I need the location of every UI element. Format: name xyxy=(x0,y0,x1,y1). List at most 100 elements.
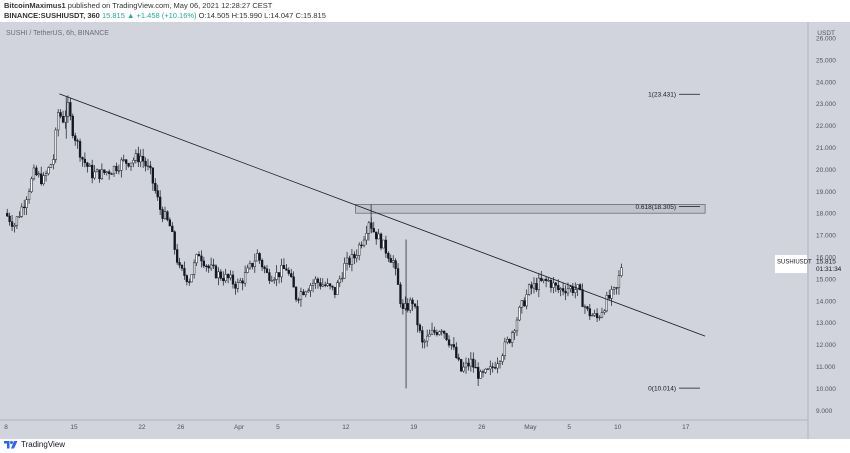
candle-up xyxy=(496,363,499,369)
candle-down xyxy=(474,366,477,369)
candle-down xyxy=(161,209,164,219)
candle-down xyxy=(554,282,557,286)
time-tick-label: 26 xyxy=(478,424,486,431)
resistance-zone xyxy=(355,204,706,214)
candle-up xyxy=(574,289,577,293)
candle-down xyxy=(292,276,295,288)
price-tick-label: 15.000 xyxy=(816,276,836,283)
time-tick-label: 8 xyxy=(4,424,8,431)
candle-down xyxy=(433,329,436,333)
candle-down xyxy=(258,253,261,261)
candle-down xyxy=(71,115,74,136)
candle-up xyxy=(307,290,310,293)
candle-down xyxy=(197,254,201,257)
candle-down xyxy=(379,233,383,249)
candle-up xyxy=(469,358,473,367)
candle-up xyxy=(47,167,50,174)
candle-up xyxy=(559,288,562,291)
time-tick-label: 26 xyxy=(177,424,185,431)
resistance-zone-group xyxy=(355,204,706,214)
candle-up xyxy=(243,272,247,284)
candle-down xyxy=(557,285,560,291)
candle-down xyxy=(571,286,574,293)
candle-up xyxy=(583,306,587,308)
candle-down xyxy=(581,289,584,307)
candle-up xyxy=(314,278,317,284)
price-chart[interactable]: SUSHI / TetherUS, 6h, BINANCE USDT 26.00… xyxy=(0,22,850,439)
candle-down xyxy=(178,262,181,266)
candle-up xyxy=(518,306,521,321)
candle-down xyxy=(277,272,281,278)
candle-up xyxy=(367,222,371,234)
candle-down xyxy=(540,277,543,281)
candle-down xyxy=(455,346,458,358)
candle-up xyxy=(527,284,531,295)
candle-up xyxy=(358,244,361,256)
candle-down xyxy=(411,299,414,305)
candle-up xyxy=(591,314,594,317)
candle-down xyxy=(226,274,230,279)
candle-down xyxy=(302,291,305,296)
candle-up xyxy=(392,260,395,263)
candle-up xyxy=(620,267,623,276)
last-price: 15.815 xyxy=(101,11,125,20)
candle-down xyxy=(595,313,599,319)
candle-up xyxy=(605,295,608,312)
candle-down xyxy=(523,300,526,307)
tradingview-logo[interactable]: TradingView xyxy=(4,440,65,449)
candle-up xyxy=(224,274,227,282)
candle-up xyxy=(532,283,536,289)
candle-up xyxy=(345,257,349,264)
candle-up xyxy=(13,224,16,227)
candle-down xyxy=(205,265,208,268)
candle-down xyxy=(83,158,87,164)
candle-up xyxy=(338,278,341,284)
candle-up xyxy=(341,277,344,280)
candle-down xyxy=(418,324,422,331)
descending-trendline xyxy=(59,93,706,337)
chart-pane[interactable] xyxy=(0,22,850,439)
price-tick-label: 23.000 xyxy=(816,101,836,108)
footer: TradingView xyxy=(0,439,850,453)
candle-down xyxy=(384,239,388,254)
candle-down xyxy=(294,286,298,300)
candle-up xyxy=(105,171,108,174)
candle-down xyxy=(98,169,101,180)
tradingview-brand: TradingView xyxy=(21,440,66,449)
candle-down xyxy=(91,164,94,179)
price-label-value: 15.815 xyxy=(816,258,836,265)
candle-down xyxy=(413,303,417,307)
candle-down xyxy=(287,269,290,274)
price-tick-label: 16.000 xyxy=(816,255,836,262)
candle-up xyxy=(547,280,550,282)
author-name[interactable]: BitcoinMaximus1 xyxy=(4,1,66,10)
fib-level-label: 0.618(18.305) xyxy=(636,204,676,211)
candle-down xyxy=(615,287,618,289)
candle-down xyxy=(6,212,9,217)
candle-up xyxy=(30,178,33,193)
candle-down xyxy=(207,265,210,269)
price-tick-label: 17.000 xyxy=(816,233,836,240)
candle-down xyxy=(375,231,378,240)
time-tick-label: Apr xyxy=(234,424,245,431)
candle-down xyxy=(61,116,65,123)
candle-up xyxy=(510,332,514,343)
candle-down xyxy=(175,249,179,263)
candle-up xyxy=(122,159,125,161)
candle-down xyxy=(222,278,225,282)
candle-up xyxy=(593,313,596,316)
time-tick-label: 22 xyxy=(138,424,146,431)
candle-up xyxy=(506,338,509,343)
candle-down xyxy=(127,163,130,167)
candle-up xyxy=(309,285,312,291)
candle-up xyxy=(537,277,540,291)
candle-down xyxy=(125,159,128,164)
candle-down xyxy=(78,141,82,158)
time-tick-label: 15 xyxy=(70,424,78,431)
candle-up xyxy=(44,173,48,176)
candle-down xyxy=(348,257,351,265)
candle-up xyxy=(525,294,528,307)
time-tick-label: 5 xyxy=(567,424,571,431)
candle-down xyxy=(23,206,26,209)
candle-up xyxy=(146,165,150,167)
